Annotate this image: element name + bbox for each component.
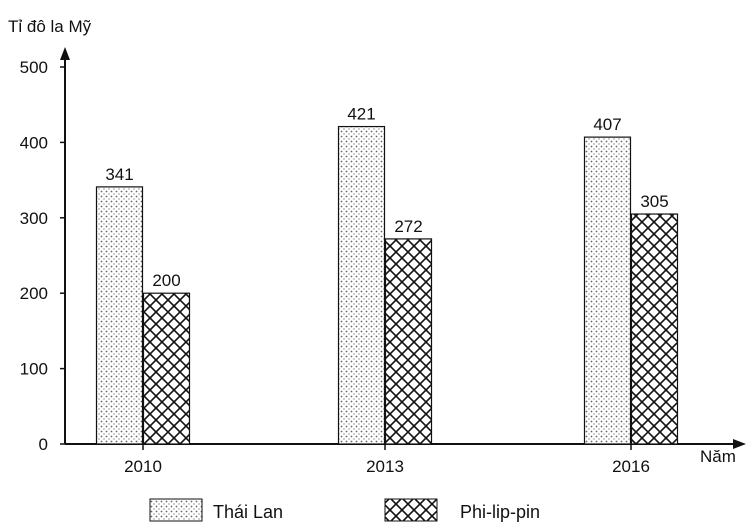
x-axis-arrow: [733, 439, 746, 449]
y-axis-arrow: [60, 47, 70, 60]
bar-value-label: 305: [640, 192, 668, 211]
bar-thai-lan: [95, 186, 144, 445]
bar-value-label: 272: [394, 217, 422, 236]
x-tick-label: 2016: [612, 457, 650, 476]
bar-value-label: 341: [105, 165, 133, 184]
x-tick-label: 2010: [124, 457, 162, 476]
bar-value-label: 407: [593, 115, 621, 134]
y-tick-label: 0: [39, 435, 48, 454]
bar-thai-lan: [337, 125, 386, 445]
bar-phi-lip-pin: [630, 213, 679, 445]
bar-phi-lip-pin: [384, 238, 433, 445]
legend-swatch-phi-lip-pin: [384, 498, 438, 522]
y-tick-label: 200: [20, 284, 48, 303]
bar-value-label: 200: [152, 271, 180, 290]
y-tick-label: 500: [20, 58, 48, 77]
y-axis-label: Tỉ đô la Mỹ: [8, 17, 92, 36]
legend-swatch-thai-lan: [149, 498, 203, 522]
x-ticks: 2010 2013 2016: [124, 444, 650, 476]
bars: 341 200 421 272 407 305: [95, 105, 679, 445]
y-tick-label: 400: [20, 133, 48, 152]
x-axis-label: Năm: [700, 447, 736, 466]
bar-thai-lan: [583, 136, 632, 445]
legend: Thái Lan Phi-lip-pin: [149, 498, 540, 522]
bar-phi-lip-pin: [142, 292, 191, 445]
legend-label-thai-lan: Thái Lan: [213, 502, 283, 522]
bar-value-label: 421: [347, 105, 375, 124]
y-ticks: 0 100 200 300 400 500: [20, 58, 65, 454]
legend-label-phi-lip-pin: Phi-lip-pin: [460, 502, 540, 522]
x-tick-label: 2013: [366, 457, 404, 476]
y-tick-label: 100: [20, 360, 48, 379]
y-tick-label: 300: [20, 209, 48, 228]
